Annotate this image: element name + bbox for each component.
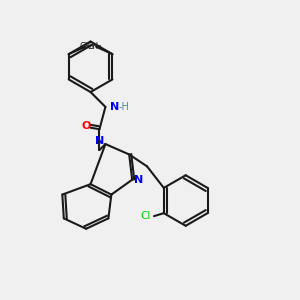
- Text: CH₃: CH₃: [86, 42, 102, 51]
- Text: N: N: [134, 175, 143, 185]
- Text: O: O: [81, 121, 91, 131]
- Text: Cl: Cl: [140, 211, 150, 221]
- Text: CH₃: CH₃: [79, 42, 94, 51]
- Text: N: N: [95, 136, 104, 146]
- Text: N: N: [110, 103, 119, 112]
- Text: -H: -H: [119, 103, 130, 112]
